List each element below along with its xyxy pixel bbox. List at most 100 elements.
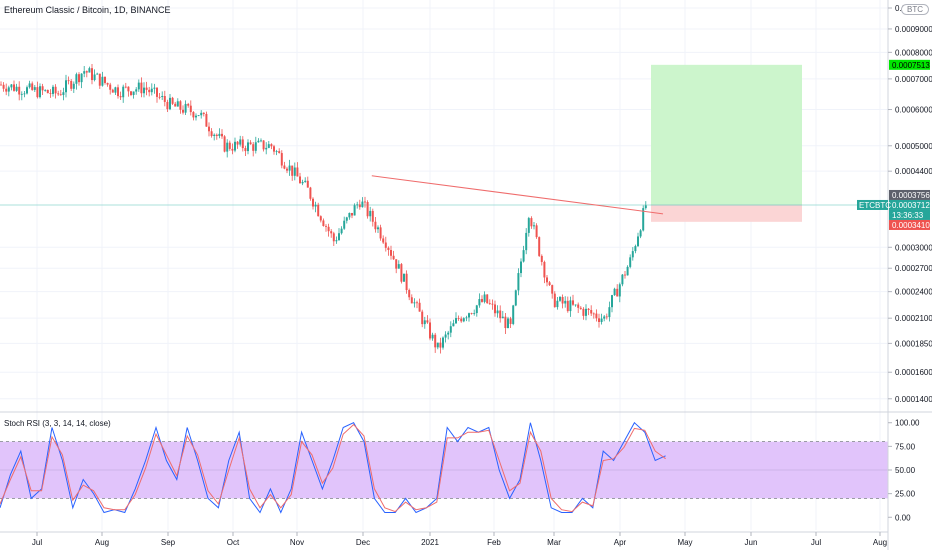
x-tick-label: Apr <box>614 538 627 547</box>
candle-body <box>410 297 413 304</box>
candle-body <box>31 83 34 90</box>
candle-body <box>49 93 52 94</box>
candle-body <box>592 313 595 315</box>
candle-body <box>67 80 70 82</box>
candle-body <box>384 242 387 248</box>
position-zones[interactable] <box>0 64 888 222</box>
candle-body <box>275 151 278 152</box>
candle-body <box>585 308 587 316</box>
candle-body <box>522 250 525 262</box>
candle-body <box>408 290 411 298</box>
candle-body <box>267 144 270 148</box>
candle-body <box>189 105 192 113</box>
price-candles <box>0 64 647 354</box>
candle-body <box>91 68 93 81</box>
candle-body <box>239 139 242 145</box>
candle-body <box>397 264 400 269</box>
trendline[interactable] <box>371 175 664 215</box>
candle-body <box>309 187 312 199</box>
resistance-trendline[interactable] <box>371 175 664 215</box>
candle-body <box>192 112 195 118</box>
candle-body <box>111 89 114 93</box>
candle-body <box>491 303 494 305</box>
candle-body <box>327 226 330 232</box>
candle-body <box>85 71 88 73</box>
candle-body <box>452 323 455 327</box>
candle-body <box>436 342 439 348</box>
candle-body <box>494 304 496 314</box>
candle-body <box>202 112 205 114</box>
y-tick-label: 0.0002100 <box>895 314 932 323</box>
y-tick-label: 0.0004400 <box>895 167 932 176</box>
y-tick-label: 0.0006000 <box>895 106 932 115</box>
candle-body <box>72 83 75 89</box>
candle-body <box>325 225 327 227</box>
candle-body <box>223 136 226 152</box>
candle-body <box>457 318 460 319</box>
candle-body <box>439 342 442 348</box>
candle-body <box>348 212 351 218</box>
x-tick-label: Jun <box>745 538 758 547</box>
candle-body <box>642 208 645 231</box>
candle-body <box>119 96 122 98</box>
candle-body <box>244 148 247 152</box>
candle-body <box>80 73 83 83</box>
candle-body <box>418 302 421 312</box>
candle-body <box>582 308 585 316</box>
candle-body <box>535 225 538 238</box>
x-tick-label: 2021 <box>421 538 439 547</box>
candle-body <box>158 96 161 98</box>
candle-body <box>501 316 504 319</box>
candle-body <box>23 93 26 95</box>
candle-body <box>231 148 234 151</box>
candle-body <box>54 86 57 94</box>
candle-body <box>228 142 231 149</box>
candle-body <box>174 103 177 107</box>
target-zone[interactable] <box>651 64 802 205</box>
candle-body <box>249 142 252 145</box>
candle-body <box>608 307 611 318</box>
x-tick-label: May <box>677 538 692 547</box>
candle-body <box>33 87 36 90</box>
candle-body <box>62 92 65 96</box>
candle-body <box>83 71 86 74</box>
candle-body <box>148 89 151 93</box>
candle-body <box>574 304 577 306</box>
y-tick-label: 0.0009000 <box>895 25 932 34</box>
candle-body <box>616 288 619 297</box>
candle-body <box>369 210 372 217</box>
candle-body <box>262 140 265 150</box>
candle-body <box>400 264 403 282</box>
chart-title: Ethereum Classic / Bitcoin, 1D, BINANCE <box>4 5 171 15</box>
candle-body <box>639 230 642 237</box>
candle-body <box>507 318 509 329</box>
candle-body <box>455 318 457 324</box>
candle-body <box>486 294 489 304</box>
candle-body <box>166 101 169 110</box>
candle-body <box>200 112 203 116</box>
y-tick-label: 0.0002400 <box>895 288 932 297</box>
candle-body <box>590 309 593 314</box>
symbol-tag-text: ETCBTC <box>859 201 891 210</box>
candle-body <box>317 204 320 217</box>
candle-body <box>371 210 374 222</box>
candle-body <box>10 84 13 88</box>
candle-body <box>364 201 366 203</box>
candle-body <box>629 257 632 267</box>
currency-badge[interactable]: BTC <box>901 4 929 15</box>
candle-body <box>598 318 600 322</box>
candle-body <box>301 181 304 184</box>
candle-body <box>106 82 109 85</box>
candle-body <box>358 204 361 208</box>
stoch-tick-label: 50.00 <box>895 466 916 475</box>
candle-body <box>241 139 244 149</box>
stop-zone[interactable] <box>651 204 802 222</box>
candle-body <box>579 307 582 309</box>
candle-body <box>36 87 39 98</box>
candle-body <box>390 249 392 256</box>
candle-body <box>252 144 255 151</box>
candle-body <box>496 310 499 314</box>
candle-body <box>644 205 647 209</box>
